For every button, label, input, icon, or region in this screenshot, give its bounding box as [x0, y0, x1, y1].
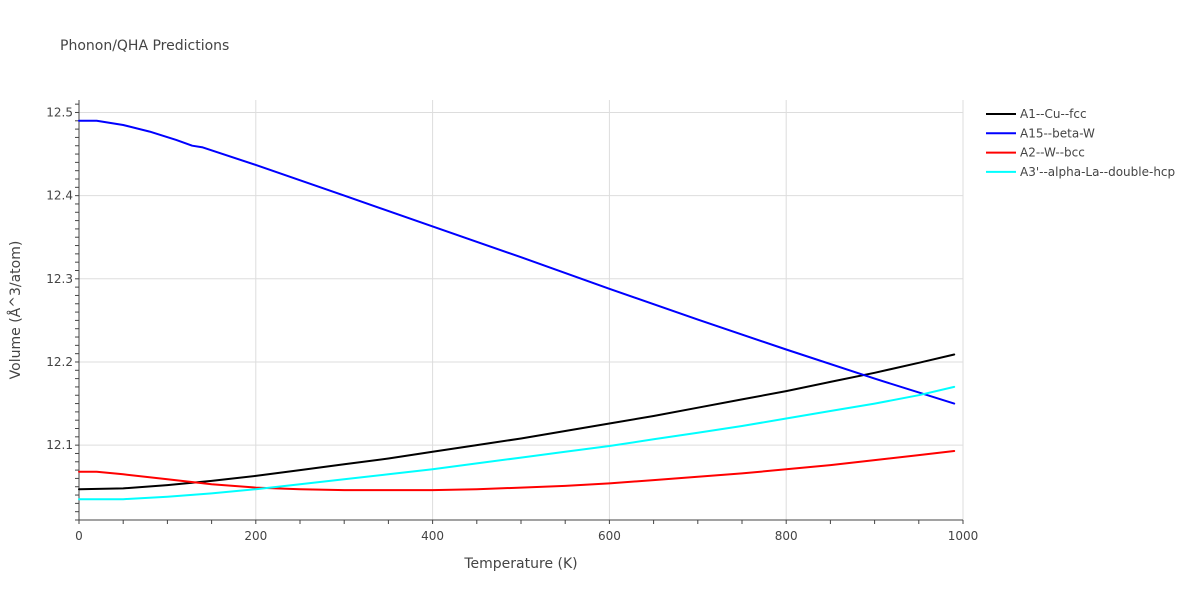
y-tick-label: 12.1	[46, 438, 73, 452]
series-line-0	[78, 353, 956, 491]
axes-layer: 0 200 400 600 800 1000 12.1 12.2 12.3 12.4 12.5	[46, 100, 978, 543]
series-line-3	[78, 385, 956, 501]
legend-label: A1--Cu--fcc	[1020, 107, 1087, 121]
y-axis-title: Volume (Å^3/atom)	[7, 241, 24, 380]
legend-label: A2--W--bcc	[1020, 146, 1085, 160]
x-tick-label: 0	[75, 529, 83, 543]
x-tick-label: 400	[421, 529, 444, 543]
legend-label: A15--beta-W	[1020, 126, 1095, 140]
x-tick-label: 800	[775, 529, 798, 543]
chart-title: Phonon/QHA Predictions	[60, 38, 229, 54]
series-line-1	[78, 119, 956, 405]
y-tick-label: 12.4	[46, 189, 73, 203]
x-tick-label: 200	[244, 529, 267, 543]
y-tick-label: 12.3	[46, 272, 73, 286]
y-tick-label: 12.5	[46, 105, 73, 119]
legend-label: A3'--alpha-La--double-hcp	[1020, 165, 1175, 179]
x-tick-label: 600	[598, 529, 621, 543]
series-layer	[78, 119, 956, 501]
legend: A1--Cu--fcc A15--beta-W A2--W--bcc A3'--alp…	[986, 107, 1175, 179]
x-axis-title: Temperature (K)	[463, 556, 577, 572]
y-tick-label: 12.2	[46, 355, 73, 369]
grid-layer	[79, 100, 964, 520]
series-line-2	[78, 450, 956, 492]
x-tick-label: 1000	[948, 529, 979, 543]
